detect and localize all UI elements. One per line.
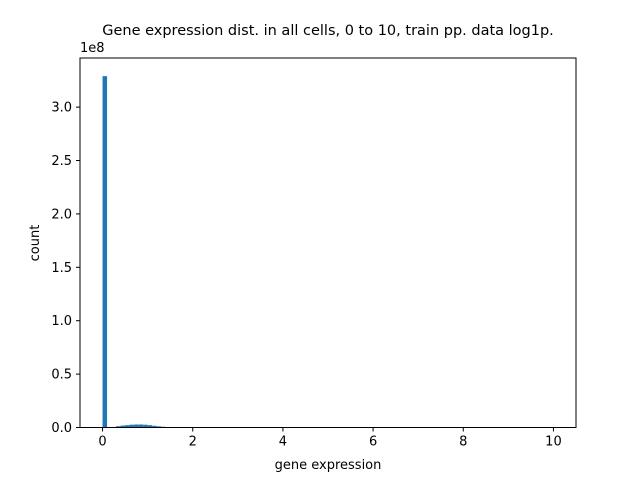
x-tick-label: 2 <box>189 435 197 450</box>
x-tick-label: 6 <box>369 435 377 450</box>
histogram-bar <box>125 425 130 428</box>
y-axis-label: count <box>28 225 43 262</box>
histogram-bar <box>129 424 135 428</box>
x-axis-label: gene expression <box>275 458 382 473</box>
histogram-bar <box>102 76 108 428</box>
y-tick-label: 0.0 <box>51 421 72 436</box>
y-tick-label: 2.5 <box>51 154 72 169</box>
y-tick-label: 0.5 <box>51 368 72 383</box>
chart-title: Gene expression dist. in all cells, 0 to… <box>102 23 554 39</box>
y-axis-ticks: 0.0 0.5 1.0 1.5 2.0 2.5 3.0 <box>51 101 80 436</box>
histogram-bar <box>156 426 162 428</box>
y-tick-label: 1.5 <box>51 261 72 276</box>
histogram-bar <box>152 425 157 428</box>
x-axis-ticks: 0 2 4 6 8 10 <box>98 427 562 450</box>
x-tick-label: 8 <box>459 435 467 450</box>
x-tick-label: 0 <box>98 435 106 450</box>
histogram-bar <box>147 425 153 428</box>
histogram-bar <box>134 424 139 428</box>
y-tick-label: 3.0 <box>51 101 72 116</box>
histogram-bar <box>138 424 144 428</box>
plot-frame <box>79 57 577 428</box>
y-tick-label: 2.0 <box>51 207 72 222</box>
histogram-bar <box>120 425 126 428</box>
x-tick-label: 10 <box>545 435 562 450</box>
y-tick-label: 1.0 <box>51 314 72 329</box>
y-axis-offset-label: 1e8 <box>80 41 105 56</box>
x-tick-label: 4 <box>279 435 287 450</box>
histogram-bar <box>143 424 148 428</box>
histogram-bar <box>116 426 121 428</box>
